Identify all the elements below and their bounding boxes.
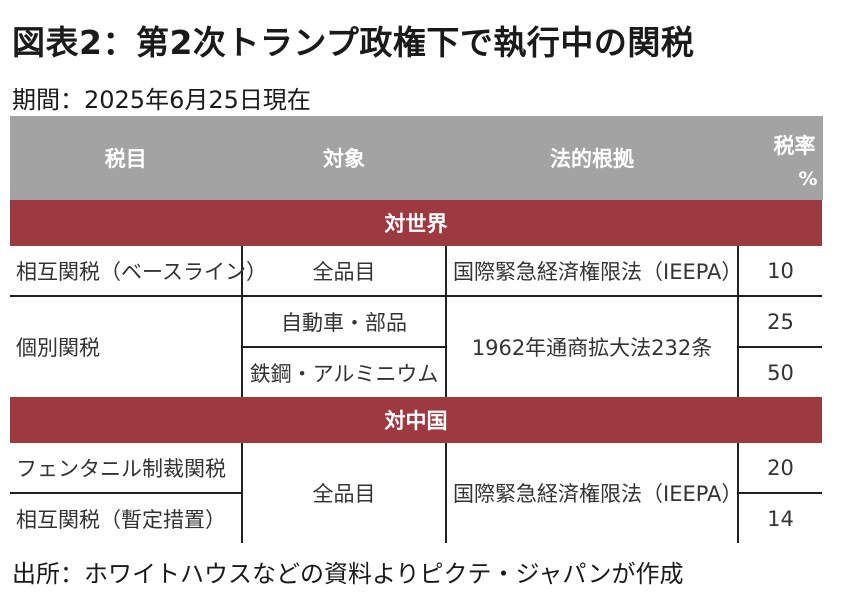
table-row: フェンタニル制裁関税 全品目 国際緊急経済権限法（IEEPA） 20 — [10, 443, 822, 543]
cell-legal-basis: 国際緊急経済権限法（IEEPA） — [446, 443, 742, 543]
table-row: 個別関税 自動車・部品 1962年通商拡大法232条 25 — [10, 296, 822, 397]
section-label: 対世界 — [10, 200, 822, 246]
header-legal-basis: 法的根拠 — [446, 116, 739, 200]
cell-rate: 20 — [738, 443, 822, 494]
cell-target: 鉄鋼・アルミニウム — [242, 347, 447, 397]
cell-item: 個別関税 — [10, 296, 243, 397]
cell-item: フェンタニル制裁関税 — [10, 443, 243, 494]
cell-item: 相互関税（暫定措置） — [10, 493, 243, 543]
section-row-world: 対世界 — [10, 200, 822, 246]
cell-item: 相互関税（ベースライン） — [10, 246, 267, 297]
section-row-china: 対中国 — [10, 397, 822, 443]
header-rate-unit: % — [798, 168, 818, 190]
header-target: 対象 — [242, 116, 447, 200]
cell-target: 自動車・部品 — [242, 296, 447, 348]
cell-target: 全品目 — [242, 246, 447, 297]
cell-legal-basis: 1962年通商拡大法232条 — [446, 296, 739, 397]
table-header-row: 税目 対象 法的根拠 税率 % — [10, 116, 823, 200]
header-rate: 税率 % — [738, 116, 823, 200]
cell-rate: 14 — [767, 506, 794, 531]
cell-rate: 25 — [738, 296, 822, 348]
cell-rate: 10 — [738, 246, 822, 297]
cell-legal-basis: 国際緊急経済権限法（IEEPA） — [446, 246, 742, 297]
source-note: 出所：ホワイトハウスなどの資料よりピクテ・ジャパンが作成 — [12, 560, 684, 588]
header-item: 税目 — [10, 116, 243, 200]
table-row: 相互関税（ベースライン） 全品目 国際緊急経済権限法（IEEPA） 10 — [10, 246, 822, 297]
period-subtitle: 期間：2025年6月25日現在 — [12, 86, 311, 114]
tariff-table: 税目 対象 法的根拠 税率 % 対世界 相互関税（ベースライン） 全品目 国際緊… — [10, 116, 823, 543]
page-title: 図表2：第2次トランプ政権下で執行中の関税 — [12, 23, 695, 62]
table-row: 鉄鋼・アルミニウム 50 — [10, 347, 822, 397]
table-row: 相互関税（暫定措置） 14 — [10, 493, 822, 543]
header-rate-label: 税率 — [773, 134, 816, 158]
section-label: 対中国 — [10, 397, 822, 443]
cell-target: 全品目 — [242, 443, 447, 543]
cell-rate: 50 — [767, 360, 794, 385]
